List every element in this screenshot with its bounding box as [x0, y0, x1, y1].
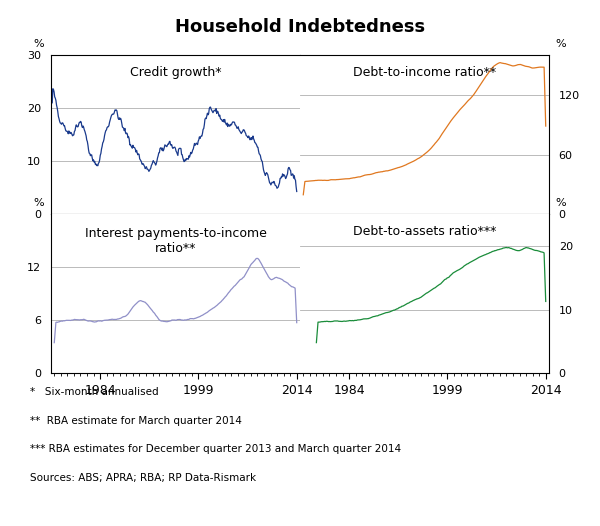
Text: *** RBA estimates for December quarter 2013 and March quarter 2014: *** RBA estimates for December quarter 2…	[30, 444, 401, 454]
Text: Debt-to-income ratio**: Debt-to-income ratio**	[353, 66, 496, 79]
Text: Credit growth*: Credit growth*	[130, 66, 221, 79]
Text: %: %	[556, 39, 566, 49]
Text: **  RBA estimate for March quarter 2014: ** RBA estimate for March quarter 2014	[30, 416, 242, 426]
Text: %: %	[556, 198, 566, 208]
Text: Sources: ABS; APRA; RBA; RP Data-Rismark: Sources: ABS; APRA; RBA; RP Data-Rismark	[30, 473, 256, 483]
Text: Debt-to-assets ratio***: Debt-to-assets ratio***	[353, 226, 496, 238]
Text: Household Indebtedness: Household Indebtedness	[175, 18, 425, 36]
Text: *   Six-month annualised: * Six-month annualised	[30, 387, 158, 397]
Text: %: %	[34, 39, 44, 49]
Text: %: %	[34, 198, 44, 208]
Text: Interest payments-to-income
ratio**: Interest payments-to-income ratio**	[85, 227, 266, 255]
